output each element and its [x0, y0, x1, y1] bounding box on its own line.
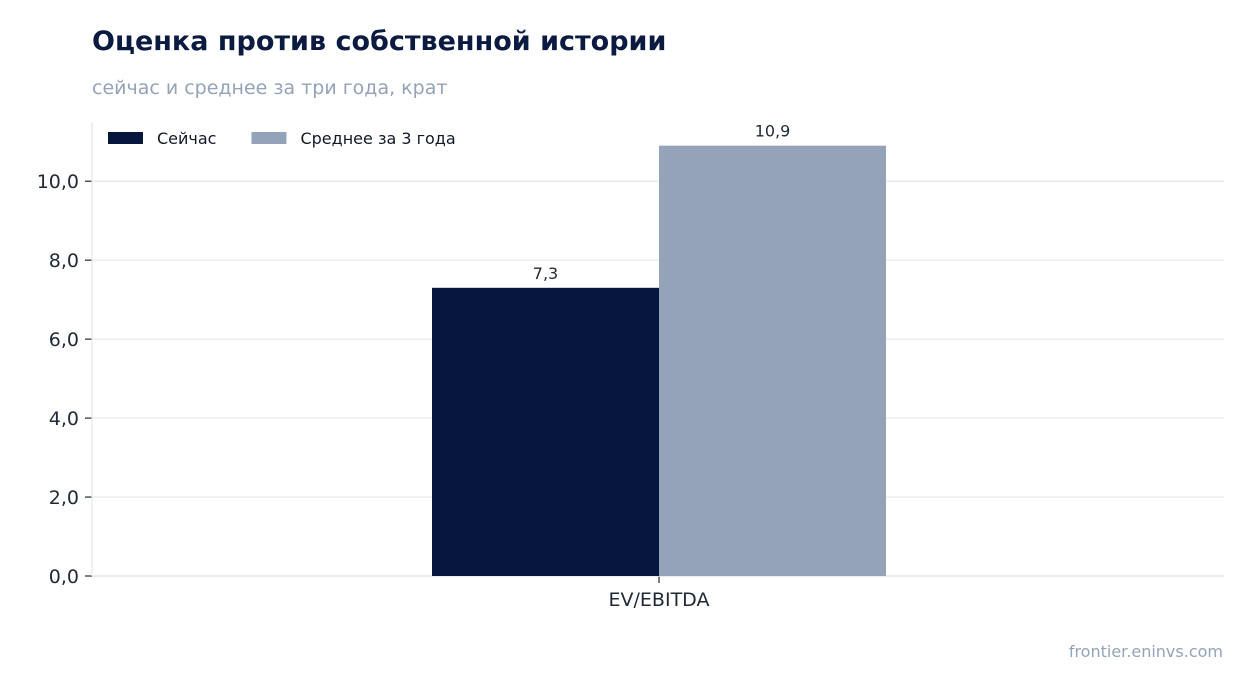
bar: [432, 287, 659, 576]
y-tick-label: 0,0: [49, 566, 79, 588]
y-tick-label: 4,0: [49, 408, 79, 430]
x-tick-label: EV/EBITDA: [609, 589, 710, 611]
chart-title: Оценка против собственной истории: [92, 26, 667, 57]
chart-subtitle: сейчас и среднее за три года, крат: [92, 77, 448, 99]
y-tick-label: 8,0: [49, 250, 79, 272]
data-label: 10,9: [755, 122, 791, 141]
legend-label: Сейчас: [157, 129, 216, 148]
legend-swatch: [251, 132, 287, 144]
bar: [659, 145, 886, 576]
axes: 0,0 2,0 4,0 6,0 8,0 10,0 EV/EBITDA: [37, 122, 1224, 611]
y-tick-label: 6,0: [49, 329, 79, 351]
legend: Сейчас Среднее за 3 года: [108, 129, 456, 148]
source-credit: frontier.eninvs.com: [1068, 642, 1223, 661]
y-tick-label: 10,0: [37, 171, 79, 193]
bars: 7,3 10,9: [432, 122, 886, 576]
legend-swatch: [108, 132, 143, 144]
legend-label: Среднее за 3 года: [300, 129, 455, 148]
y-tick-label: 2,0: [49, 487, 79, 509]
data-label: 7,3: [533, 264, 558, 283]
